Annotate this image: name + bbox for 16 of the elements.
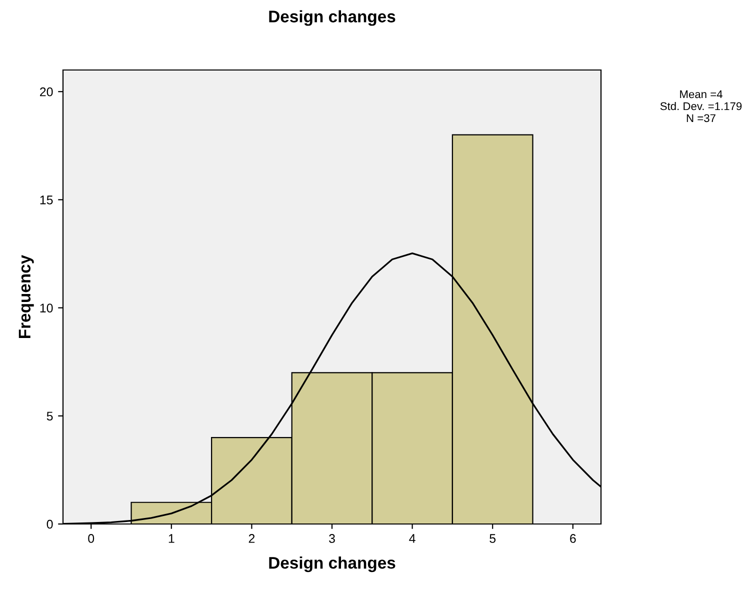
x-axis-title: Design changes — [269, 556, 396, 572]
y-axis-title: Frequency — [18, 254, 34, 338]
x-tick-label: 5 — [490, 534, 496, 543]
x-tick-label: 3 — [329, 534, 335, 543]
text: Mean =4 Std. Dev. =1.179 N =37 — [660, 90, 742, 122]
x-tick-label: 6 — [570, 534, 576, 543]
y-tick-label: 0 — [46, 520, 53, 529]
x-tick-label: 2 — [248, 534, 255, 543]
y-tick-label: 5 — [46, 412, 53, 421]
x-tick-label: 1 — [168, 534, 174, 543]
y-tick-label: 15 — [40, 196, 53, 204]
y-tick-label: 20 — [40, 87, 53, 96]
chart-title: Design changes — [269, 10, 396, 26]
x-tick-label: 4 — [409, 534, 416, 543]
y-tick-label: 10 — [40, 304, 53, 312]
x-tick-label: 0 — [88, 534, 94, 543]
